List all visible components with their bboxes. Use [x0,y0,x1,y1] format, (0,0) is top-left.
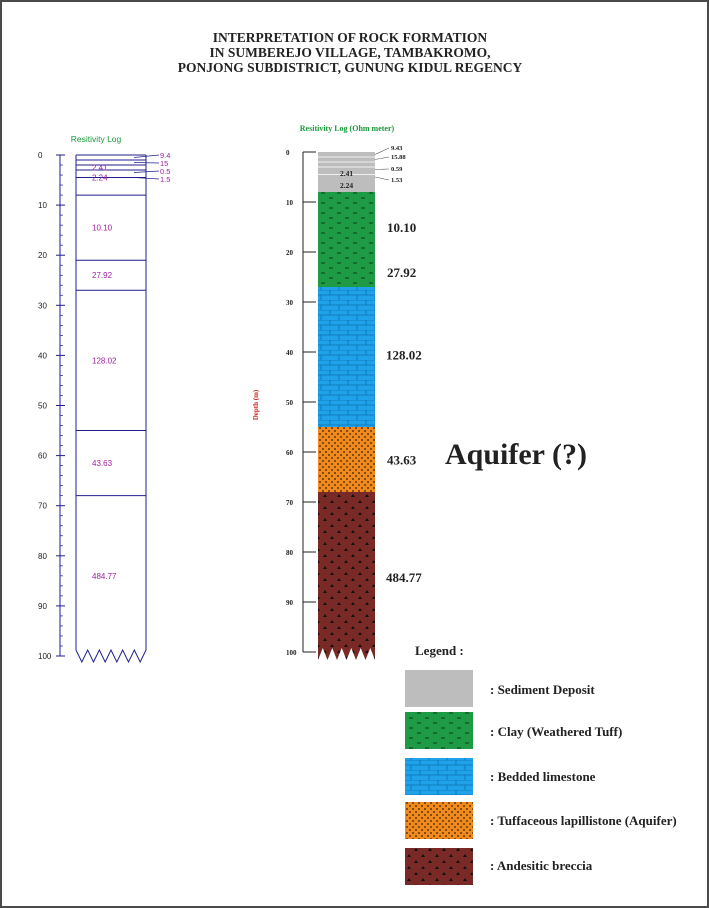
right-small-value: 1.53 [391,177,403,184]
left-side-value: 1.5 [160,175,170,184]
right-layer-value: 128.02 [386,348,422,363]
right-tick-label: 40 [286,349,294,357]
legend-swatch-clay [405,712,473,749]
right-tick-label: 80 [286,549,294,557]
right-layer-value: 27.92 [387,265,416,280]
left-side-value: 15 [160,159,168,168]
legend-label-limestone: : Bedded limestone [490,769,596,784]
right-small-value: 9.43 [391,145,403,152]
legend-swatch-tuff [405,802,473,839]
left-tick-label: 50 [38,402,47,411]
right-layer-value: 484.77 [386,570,422,585]
legend-label-breccia: : Andesitic breccia [490,858,593,873]
legend-title: Legend : [415,643,464,658]
right-tick-label: 100 [286,649,297,657]
left-log-labels: 2.412.24 10.10 27.92 128.02 43.63 484.77 9.415… [92,151,170,581]
right-tick-label: 60 [286,449,294,457]
left-side-value: 0.5 [160,167,170,176]
left-tick-label: 20 [38,251,47,260]
right-tick-label: 50 [286,399,294,407]
right-small-leader [374,156,390,160]
left-side-leader [133,154,160,158]
right-tick-label: 0 [286,149,290,157]
right-layer-value: 43.63 [387,453,417,468]
legend-swatch-limestone [405,758,473,795]
left-side-value: 9.4 [160,151,170,160]
left-layer-value: 484.77 [92,572,117,581]
left-tick-label: 100 [38,652,52,661]
right-layer-tuff [318,427,375,492]
right-axis-label: Depth (m) [252,389,260,420]
left-tick-label: 40 [38,351,47,360]
left-tick-label: 10 [38,201,47,210]
right-tick-label: 90 [286,599,294,607]
right-small-value: 15.88 [391,154,406,161]
right-inner-value: 2.24 [340,181,353,190]
right-log-labels: 9.43 15.88 0.59 1.53 2.41 2.24 10.10 27.92 128.0… [340,145,422,585]
right-inner-value: 2.41 [340,169,353,178]
right-log-column [318,152,375,660]
right-small-leader [374,168,390,170]
right-layer-value: 10.10 [387,220,416,235]
left-side-leader [133,170,160,173]
legend-label-tuff: : Tuffaceous lapillistone (Aquifer) [490,813,677,828]
left-axis-ticks: 0 10 20 30 40 50 60 70 80 90 100 [38,151,65,661]
right-log-header: Resitivity Log (Ohm meter) [300,124,395,133]
right-tick-label: 70 [286,499,294,507]
right-tick-label: 20 [286,249,294,257]
right-small-value: 0.59 [391,166,403,173]
left-layer-value: 43.63 [92,459,113,468]
title-line-1: INTERPRETATION OF ROCK FORMATION [212,30,488,45]
left-layer-value: 27.92 [92,271,113,280]
legend-swatch-breccia [405,848,473,885]
right-layer-sediment [318,152,375,192]
left-layer-value: 10.10 [92,224,113,233]
legend-swatch-sediment [405,670,473,707]
left-tick-label: 70 [38,502,47,511]
title-line-3: PONJONG SUBDISTRICT, GUNUNG KIDUL REGENC… [177,60,523,75]
legend-label-clay: : Clay (Weathered Tuff) [490,724,623,739]
left-tick-label: 80 [38,552,47,561]
legend-label-sediment: : Sediment Deposit [490,682,595,697]
left-tick-label: 60 [38,452,47,461]
right-axis-ticks: 0 10 20 30 40 50 60 70 80 90 100 [286,149,316,657]
left-tick-label: 90 [38,602,47,611]
left-log-header: Resitivity Log [71,134,122,144]
left-layer-value: 128.02 [92,356,117,365]
legend-swatches [405,670,473,885]
right-small-leader [374,147,390,155]
right-layer-breccia [318,492,375,660]
left-tick-label: 0 [38,151,43,160]
left-side-leader [133,177,160,180]
left-layer-value: 2.41 [92,164,108,173]
aquifer-label: Aquifer (?) [445,438,587,471]
right-tick-label: 30 [286,299,294,307]
right-small-leader [374,176,390,181]
left-zigzag-bottom [75,648,147,664]
right-layer-clay [318,192,375,287]
right-layer-limestone [318,287,375,427]
title-line-2: IN SUMBEREJO VILLAGE, TAMBAKROMO, [209,45,491,60]
left-tick-label: 30 [38,301,47,310]
left-layer-value: 2.24 [92,174,108,183]
figure-title: INTERPRETATION OF ROCK FORMATION IN SUMB… [150,30,550,75]
right-tick-label: 10 [286,199,294,207]
